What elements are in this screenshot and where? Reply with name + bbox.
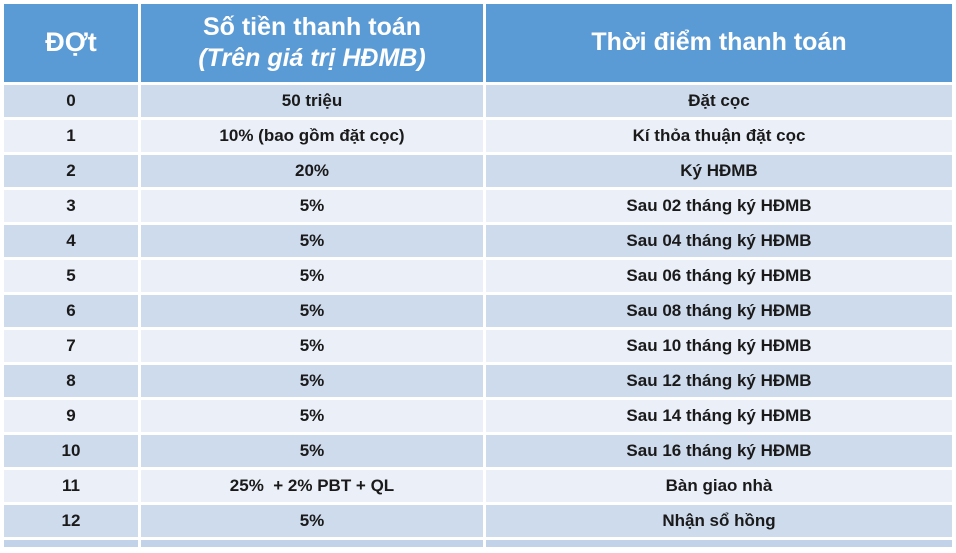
cell-amount: 5% — [141, 505, 483, 537]
cell-dot: 9 — [4, 400, 138, 432]
cell-time: Sau 04 tháng ký HĐMB — [486, 225, 952, 257]
table-row: 4 5% Sau 04 tháng ký HĐMB — [4, 225, 952, 257]
cell-amount: 25% + 2% PBT + QL — [141, 470, 483, 502]
table-row: 12 5% Nhận sổ hồng — [4, 505, 952, 537]
table-row: 0 50 triệu Đặt cọc — [4, 85, 952, 117]
cell-time: Nhận sổ hồng — [486, 505, 952, 537]
cell-amount: 5% — [141, 365, 483, 397]
cell-time: Sau 02 tháng ký HĐMB — [486, 190, 952, 222]
header-amount: Số tiền thanh toán (Trên giá trị HĐMB) — [141, 4, 483, 82]
cell-dot: 3 — [4, 190, 138, 222]
cell-time: Sau 16 tháng ký HĐMB — [486, 435, 952, 467]
header-time: Thời điểm thanh toán — [486, 4, 952, 82]
table-row: 7 5% Sau 10 tháng ký HĐMB — [4, 330, 952, 362]
cell-amount: 50 triệu — [141, 85, 483, 117]
payment-schedule-table: ĐỢt Số tiền thanh toán (Trên giá trị HĐM… — [4, 4, 952, 547]
header-row: ĐỢt Số tiền thanh toán (Trên giá trị HĐM… — [4, 4, 952, 82]
cell-amount: 20% — [141, 155, 483, 187]
table-row: 3 5% Sau 02 tháng ký HĐMB — [4, 190, 952, 222]
cell-time: Sau 06 tháng ký HĐMB — [486, 260, 952, 292]
cell-amount: 5% — [141, 225, 483, 257]
cell-time: Sau 14 tháng ký HĐMB — [486, 400, 952, 432]
cell-dot: 12 — [4, 505, 138, 537]
cell-time: Sau 08 tháng ký HĐMB — [486, 295, 952, 327]
cell-time: Kí thỏa thuận đặt cọc — [486, 120, 952, 152]
header-dot: ĐỢt — [4, 4, 138, 82]
cell-dot: 8 — [4, 365, 138, 397]
cell-dot: 11 — [4, 470, 138, 502]
cell-amount: 5% — [141, 260, 483, 292]
cell-time: Sau 10 tháng ký HĐMB — [486, 330, 952, 362]
table-row: 8 5% Sau 12 tháng ký HĐMB — [4, 365, 952, 397]
cell-amount: 5% — [141, 190, 483, 222]
cell-amount: 5% — [141, 295, 483, 327]
cell-dot: 4 — [4, 225, 138, 257]
cell-time: Bàn giao nhà — [486, 470, 952, 502]
bottom-strip-row — [4, 540, 952, 547]
table-row: 9 5% Sau 14 tháng ký HĐMB — [4, 400, 952, 432]
cell-time: Sau 12 tháng ký HĐMB — [486, 365, 952, 397]
table-row: 10 5% Sau 16 tháng ký HĐMB — [4, 435, 952, 467]
table-row: 1 10% (bao gồm đặt cọc) Kí thỏa thuận đặ… — [4, 120, 952, 152]
cell-dot: 6 — [4, 295, 138, 327]
table-row: 11 25% + 2% PBT + QL Bàn giao nhà — [4, 470, 952, 502]
cell-time: Ký HĐMB — [486, 155, 952, 187]
cell-dot: 5 — [4, 260, 138, 292]
bottom-strip-cell — [4, 540, 138, 547]
cell-dot: 2 — [4, 155, 138, 187]
cell-dot: 0 — [4, 85, 138, 117]
cell-dot: 10 — [4, 435, 138, 467]
cell-dot: 7 — [4, 330, 138, 362]
cell-amount: 10% (bao gồm đặt cọc) — [141, 120, 483, 152]
bottom-strip-cell — [141, 540, 483, 547]
cell-amount: 5% — [141, 400, 483, 432]
header-amount-line2: (Trên giá trị HĐMB) — [198, 44, 426, 72]
bottom-strip-cell — [486, 540, 952, 547]
cell-amount: 5% — [141, 435, 483, 467]
table-row: 6 5% Sau 08 tháng ký HĐMB — [4, 295, 952, 327]
table-row: 2 20% Ký HĐMB — [4, 155, 952, 187]
header-amount-line1: Số tiền thanh toán — [202, 12, 422, 41]
table-row: 5 5% Sau 06 tháng ký HĐMB — [4, 260, 952, 292]
cell-time: Đặt cọc — [486, 85, 952, 117]
cell-amount: 5% — [141, 330, 483, 362]
cell-dot: 1 — [4, 120, 138, 152]
